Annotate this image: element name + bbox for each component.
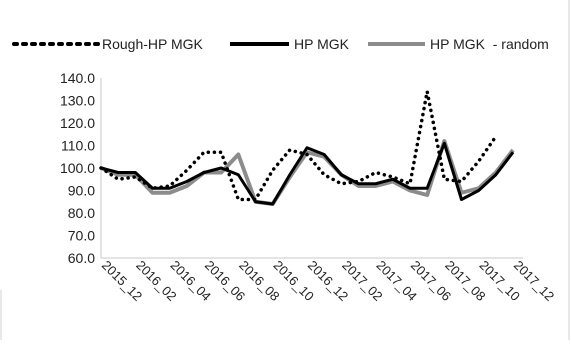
legend-label-rough-hp-mgk: Rough-HP MGK [102,36,204,52]
y-tick-label: 90.0 [68,183,95,199]
legend-label-hp-mgk: HP MGK [294,36,350,52]
legend: Rough-HP MGK HP MGK HP MGK - random [12,36,549,52]
y-tick-label: 80.0 [68,205,95,221]
series-line-hp-mgk-random [100,139,515,206]
legend-label-hp-mgk-random: HP MGK - random [430,36,549,52]
y-tick-label: 130.0 [60,93,95,109]
y-tick-label: 140.0 [60,70,95,86]
y-tick-label: 120.0 [60,115,95,131]
y-tick-label: 100.0 [60,160,95,176]
series-line-hp-mgk [100,141,515,206]
y-tick-label: 60.0 [68,250,95,266]
x-tick-labels: 2015_122016_022016_042016_062016_082016_… [99,258,557,304]
series-line-rough-hp-mgk [99,89,498,202]
y-tick-label: 70.0 [68,228,95,244]
y-tick-label: 110.0 [61,138,95,154]
series-layer [99,89,515,206]
y-tick-labels: 140.0 130.0 120.0 110.0 100.0 90.0 80.0 70.0 60.… [60,70,95,266]
